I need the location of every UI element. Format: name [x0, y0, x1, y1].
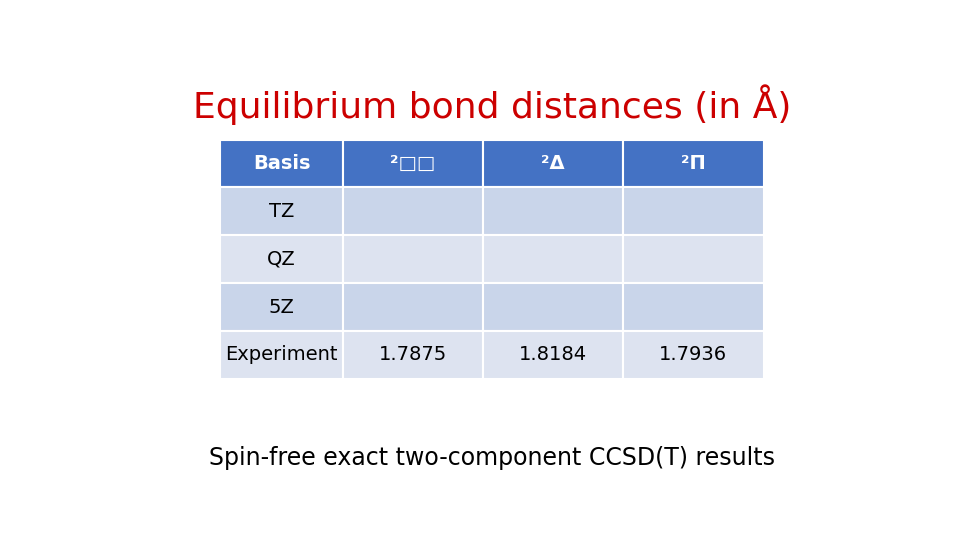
FancyBboxPatch shape: [221, 235, 343, 283]
FancyBboxPatch shape: [343, 140, 483, 187]
Text: Spin-free exact two-component CCSD(T) results: Spin-free exact two-component CCSD(T) re…: [209, 446, 775, 470]
Text: ²□□: ²□□: [390, 154, 435, 173]
FancyBboxPatch shape: [623, 331, 763, 379]
FancyBboxPatch shape: [483, 187, 623, 235]
FancyBboxPatch shape: [221, 283, 343, 331]
FancyBboxPatch shape: [343, 331, 483, 379]
FancyBboxPatch shape: [623, 140, 763, 187]
FancyBboxPatch shape: [623, 187, 763, 235]
Text: QZ: QZ: [267, 249, 296, 269]
FancyBboxPatch shape: [221, 140, 343, 187]
FancyBboxPatch shape: [483, 283, 623, 331]
FancyBboxPatch shape: [221, 187, 343, 235]
FancyBboxPatch shape: [623, 235, 763, 283]
Text: ²Δ: ²Δ: [541, 154, 564, 173]
FancyBboxPatch shape: [483, 140, 623, 187]
Text: 5Z: 5Z: [269, 298, 295, 316]
Text: 1.7936: 1.7936: [660, 345, 728, 364]
FancyBboxPatch shape: [343, 187, 483, 235]
Text: Experiment: Experiment: [226, 345, 338, 364]
Text: 1.8184: 1.8184: [518, 345, 587, 364]
Text: ²Π: ²Π: [681, 154, 706, 173]
Text: Basis: Basis: [252, 154, 310, 173]
Text: Equilibrium bond distances (in Å): Equilibrium bond distances (in Å): [193, 84, 791, 125]
FancyBboxPatch shape: [343, 235, 483, 283]
FancyBboxPatch shape: [623, 283, 763, 331]
Text: TZ: TZ: [269, 202, 294, 221]
FancyBboxPatch shape: [343, 283, 483, 331]
Text: 1.7875: 1.7875: [378, 345, 446, 364]
FancyBboxPatch shape: [483, 331, 623, 379]
FancyBboxPatch shape: [221, 331, 343, 379]
FancyBboxPatch shape: [483, 235, 623, 283]
